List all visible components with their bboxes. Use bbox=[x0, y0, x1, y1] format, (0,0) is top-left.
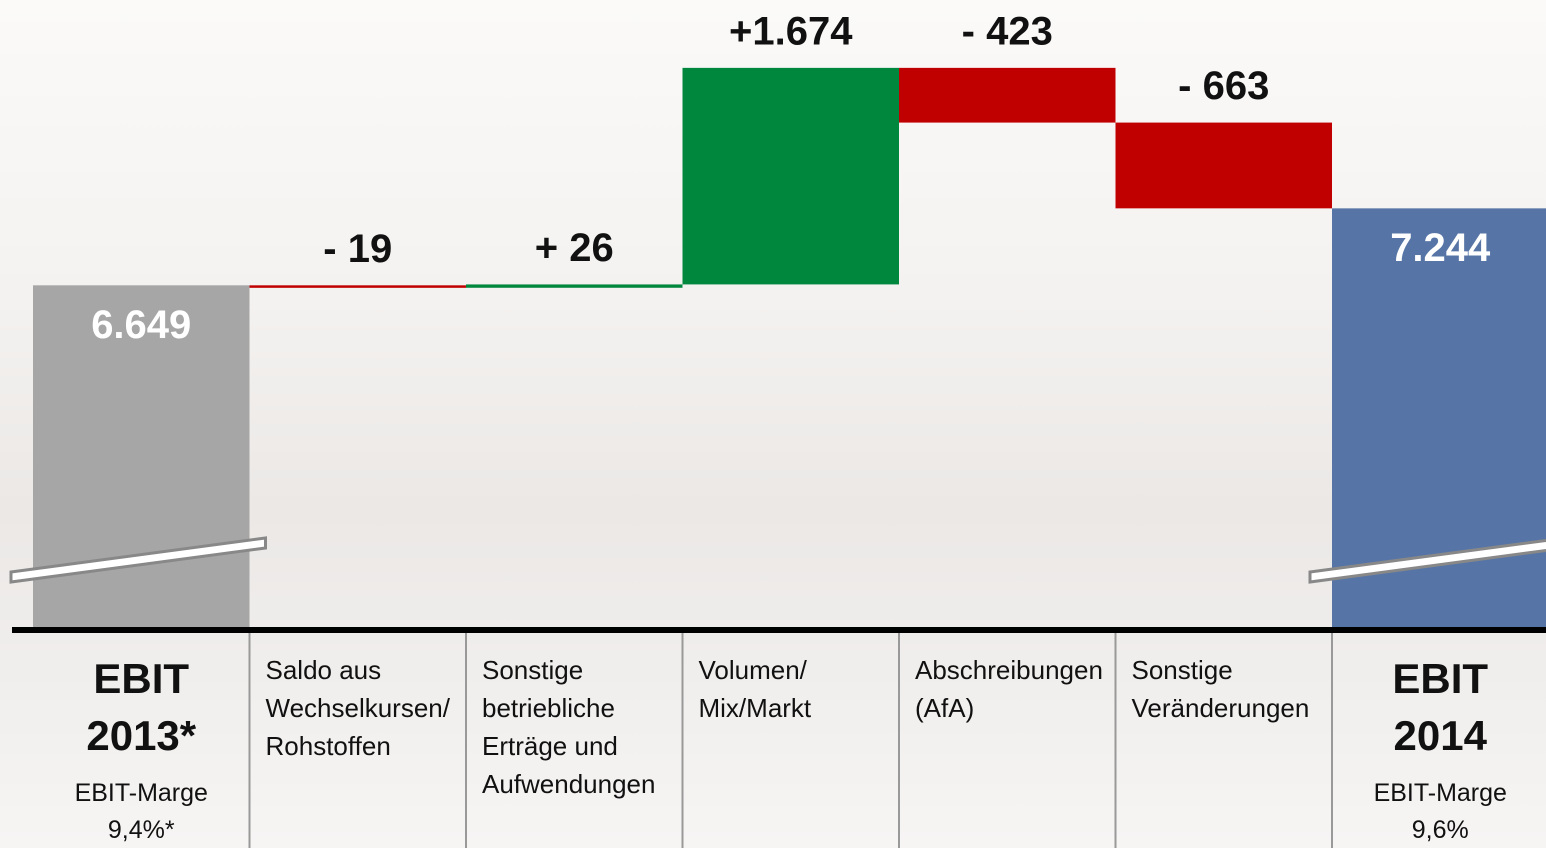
total-label: EBIT 2014 bbox=[1332, 650, 1546, 764]
step-bar bbox=[250, 285, 467, 288]
value-label: 6.649 bbox=[91, 303, 191, 347]
value-label: - 423 bbox=[962, 9, 1053, 53]
step-bar bbox=[466, 284, 683, 287]
value-label: +1.674 bbox=[729, 9, 853, 53]
total-label: EBIT 2013* bbox=[33, 650, 250, 764]
category-label: Abschreibungen (AfA) bbox=[915, 651, 1103, 727]
category-label: Volumen/ Mix/Markt bbox=[699, 651, 812, 727]
value-label: 7.244 bbox=[1390, 226, 1491, 270]
margin-note: EBIT-Marge 9,4%* bbox=[33, 775, 250, 848]
category-label: Saldo aus Wechselkursen/ Rohstoffen bbox=[266, 651, 451, 765]
category-label: Sonstige Veränderungen bbox=[1132, 651, 1310, 727]
step-bar bbox=[683, 68, 900, 285]
step-bar bbox=[1116, 123, 1333, 209]
chart: 6.649 - 19 + 26 +1.674 - 423 - 663 7.244 EBIT … bbox=[0, 0, 1546, 848]
step-bar bbox=[899, 68, 1116, 123]
category-label: Sonstige betriebliche Erträge und Aufwen… bbox=[482, 651, 655, 803]
margin-note: EBIT-Marge 9,6% bbox=[1332, 775, 1546, 848]
value-label: - 19 bbox=[323, 227, 392, 271]
value-label: - 663 bbox=[1178, 64, 1269, 108]
value-label: + 26 bbox=[535, 226, 614, 270]
